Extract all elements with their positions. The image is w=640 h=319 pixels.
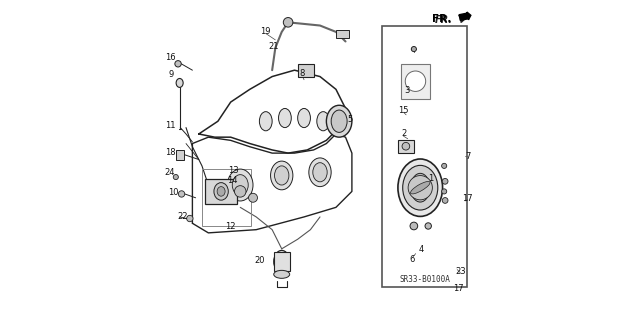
Circle shape [410,222,418,230]
Text: 2: 2 [401,130,406,138]
Ellipse shape [271,161,293,190]
Ellipse shape [278,108,291,128]
Ellipse shape [309,158,331,187]
Text: 9: 9 [168,70,173,78]
Circle shape [173,174,179,180]
Ellipse shape [313,163,327,182]
Text: 13: 13 [228,166,239,175]
Text: 4: 4 [419,245,424,254]
Circle shape [284,18,293,27]
Ellipse shape [259,112,272,131]
Circle shape [442,197,448,203]
Bar [205,179,237,204]
Ellipse shape [317,112,330,131]
Bar [298,64,314,77]
Text: 7: 7 [466,152,471,161]
Ellipse shape [274,270,290,278]
Text: 16: 16 [165,53,176,62]
Bar [336,30,349,38]
Ellipse shape [176,78,183,87]
Text: 23: 23 [455,267,466,276]
Circle shape [442,189,447,194]
Text: 12: 12 [225,222,236,231]
Text: 14: 14 [227,176,238,185]
Text: 17: 17 [454,284,464,293]
Text: FR.: FR. [433,13,452,24]
Text: 6: 6 [410,255,415,263]
FancyArrow shape [459,12,471,20]
Text: 3: 3 [404,86,410,95]
Ellipse shape [217,187,225,196]
Ellipse shape [403,165,438,210]
Bar [177,150,184,160]
Circle shape [408,175,433,200]
Circle shape [179,191,185,197]
Bar [382,26,467,287]
Ellipse shape [298,108,310,128]
Text: 20: 20 [254,256,265,265]
Ellipse shape [398,159,443,216]
Circle shape [175,61,181,67]
Text: 19: 19 [260,27,271,36]
Ellipse shape [411,173,430,202]
Bar [274,252,290,271]
Text: 11: 11 [166,121,176,130]
Text: 24: 24 [164,168,175,177]
Bar [401,64,430,99]
Ellipse shape [326,105,352,137]
Text: 22: 22 [177,212,188,221]
Circle shape [425,223,431,229]
Circle shape [412,47,417,52]
Text: SR33-B0100A: SR33-B0100A [399,275,450,284]
Ellipse shape [331,110,347,132]
Ellipse shape [274,250,290,273]
Circle shape [442,178,448,184]
Text: 18: 18 [164,148,175,157]
Circle shape [442,163,447,168]
Text: 8: 8 [299,69,305,78]
Circle shape [402,142,410,150]
Text: FR.: FR. [435,15,452,26]
Bar [202,169,252,226]
Text: 5: 5 [348,115,353,124]
Text: 15: 15 [398,106,409,115]
Circle shape [234,186,246,197]
Ellipse shape [275,166,289,185]
Text: 1: 1 [428,174,433,183]
Ellipse shape [214,182,228,200]
Text: 21: 21 [269,42,279,51]
Circle shape [405,71,426,92]
Ellipse shape [227,169,253,201]
Ellipse shape [232,175,248,195]
Ellipse shape [410,182,430,194]
Circle shape [187,215,193,222]
Text: 17: 17 [462,194,473,203]
Text: 10: 10 [168,188,179,197]
Circle shape [248,193,257,202]
Bar [398,140,414,152]
